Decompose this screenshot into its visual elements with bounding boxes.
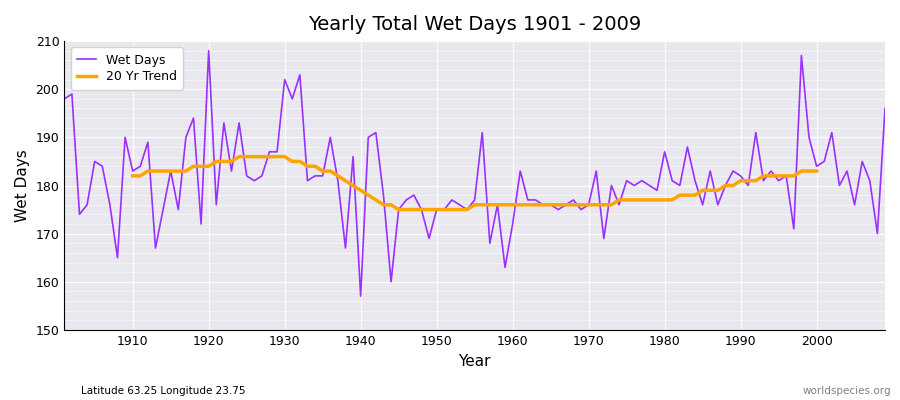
Wet Days [58, 96, 69, 101]
Wet Days [879, 106, 890, 111]
Wet Days [340, 246, 351, 250]
20 Yr Trend [811, 169, 822, 174]
Line: 20 Yr Trend: 20 Yr Trend [132, 157, 816, 210]
Title: Yearly Total Wet Days 1901 - 2009: Yearly Total Wet Days 1901 - 2009 [308, 15, 642, 34]
Wet Days [522, 198, 533, 202]
20 Yr Trend [127, 174, 138, 178]
X-axis label: Year: Year [458, 354, 491, 369]
Text: worldspecies.org: worldspecies.org [803, 386, 891, 396]
Wet Days [120, 135, 130, 140]
20 Yr Trend [294, 159, 305, 164]
20 Yr Trend [720, 183, 731, 188]
Wet Days [356, 294, 366, 298]
Text: Latitude 63.25 Longitude 23.75: Latitude 63.25 Longitude 23.75 [81, 386, 246, 396]
20 Yr Trend [211, 159, 221, 164]
20 Yr Trend [310, 164, 320, 169]
Y-axis label: Wet Days: Wet Days [15, 149, 30, 222]
20 Yr Trend [537, 202, 548, 207]
20 Yr Trend [393, 207, 404, 212]
Line: Wet Days: Wet Days [64, 51, 885, 296]
Legend: Wet Days, 20 Yr Trend: Wet Days, 20 Yr Trend [70, 47, 183, 90]
20 Yr Trend [804, 169, 814, 174]
Wet Days [614, 202, 625, 207]
Wet Days [515, 169, 526, 174]
20 Yr Trend [234, 154, 245, 159]
Wet Days [203, 48, 214, 53]
Wet Days [294, 72, 305, 77]
